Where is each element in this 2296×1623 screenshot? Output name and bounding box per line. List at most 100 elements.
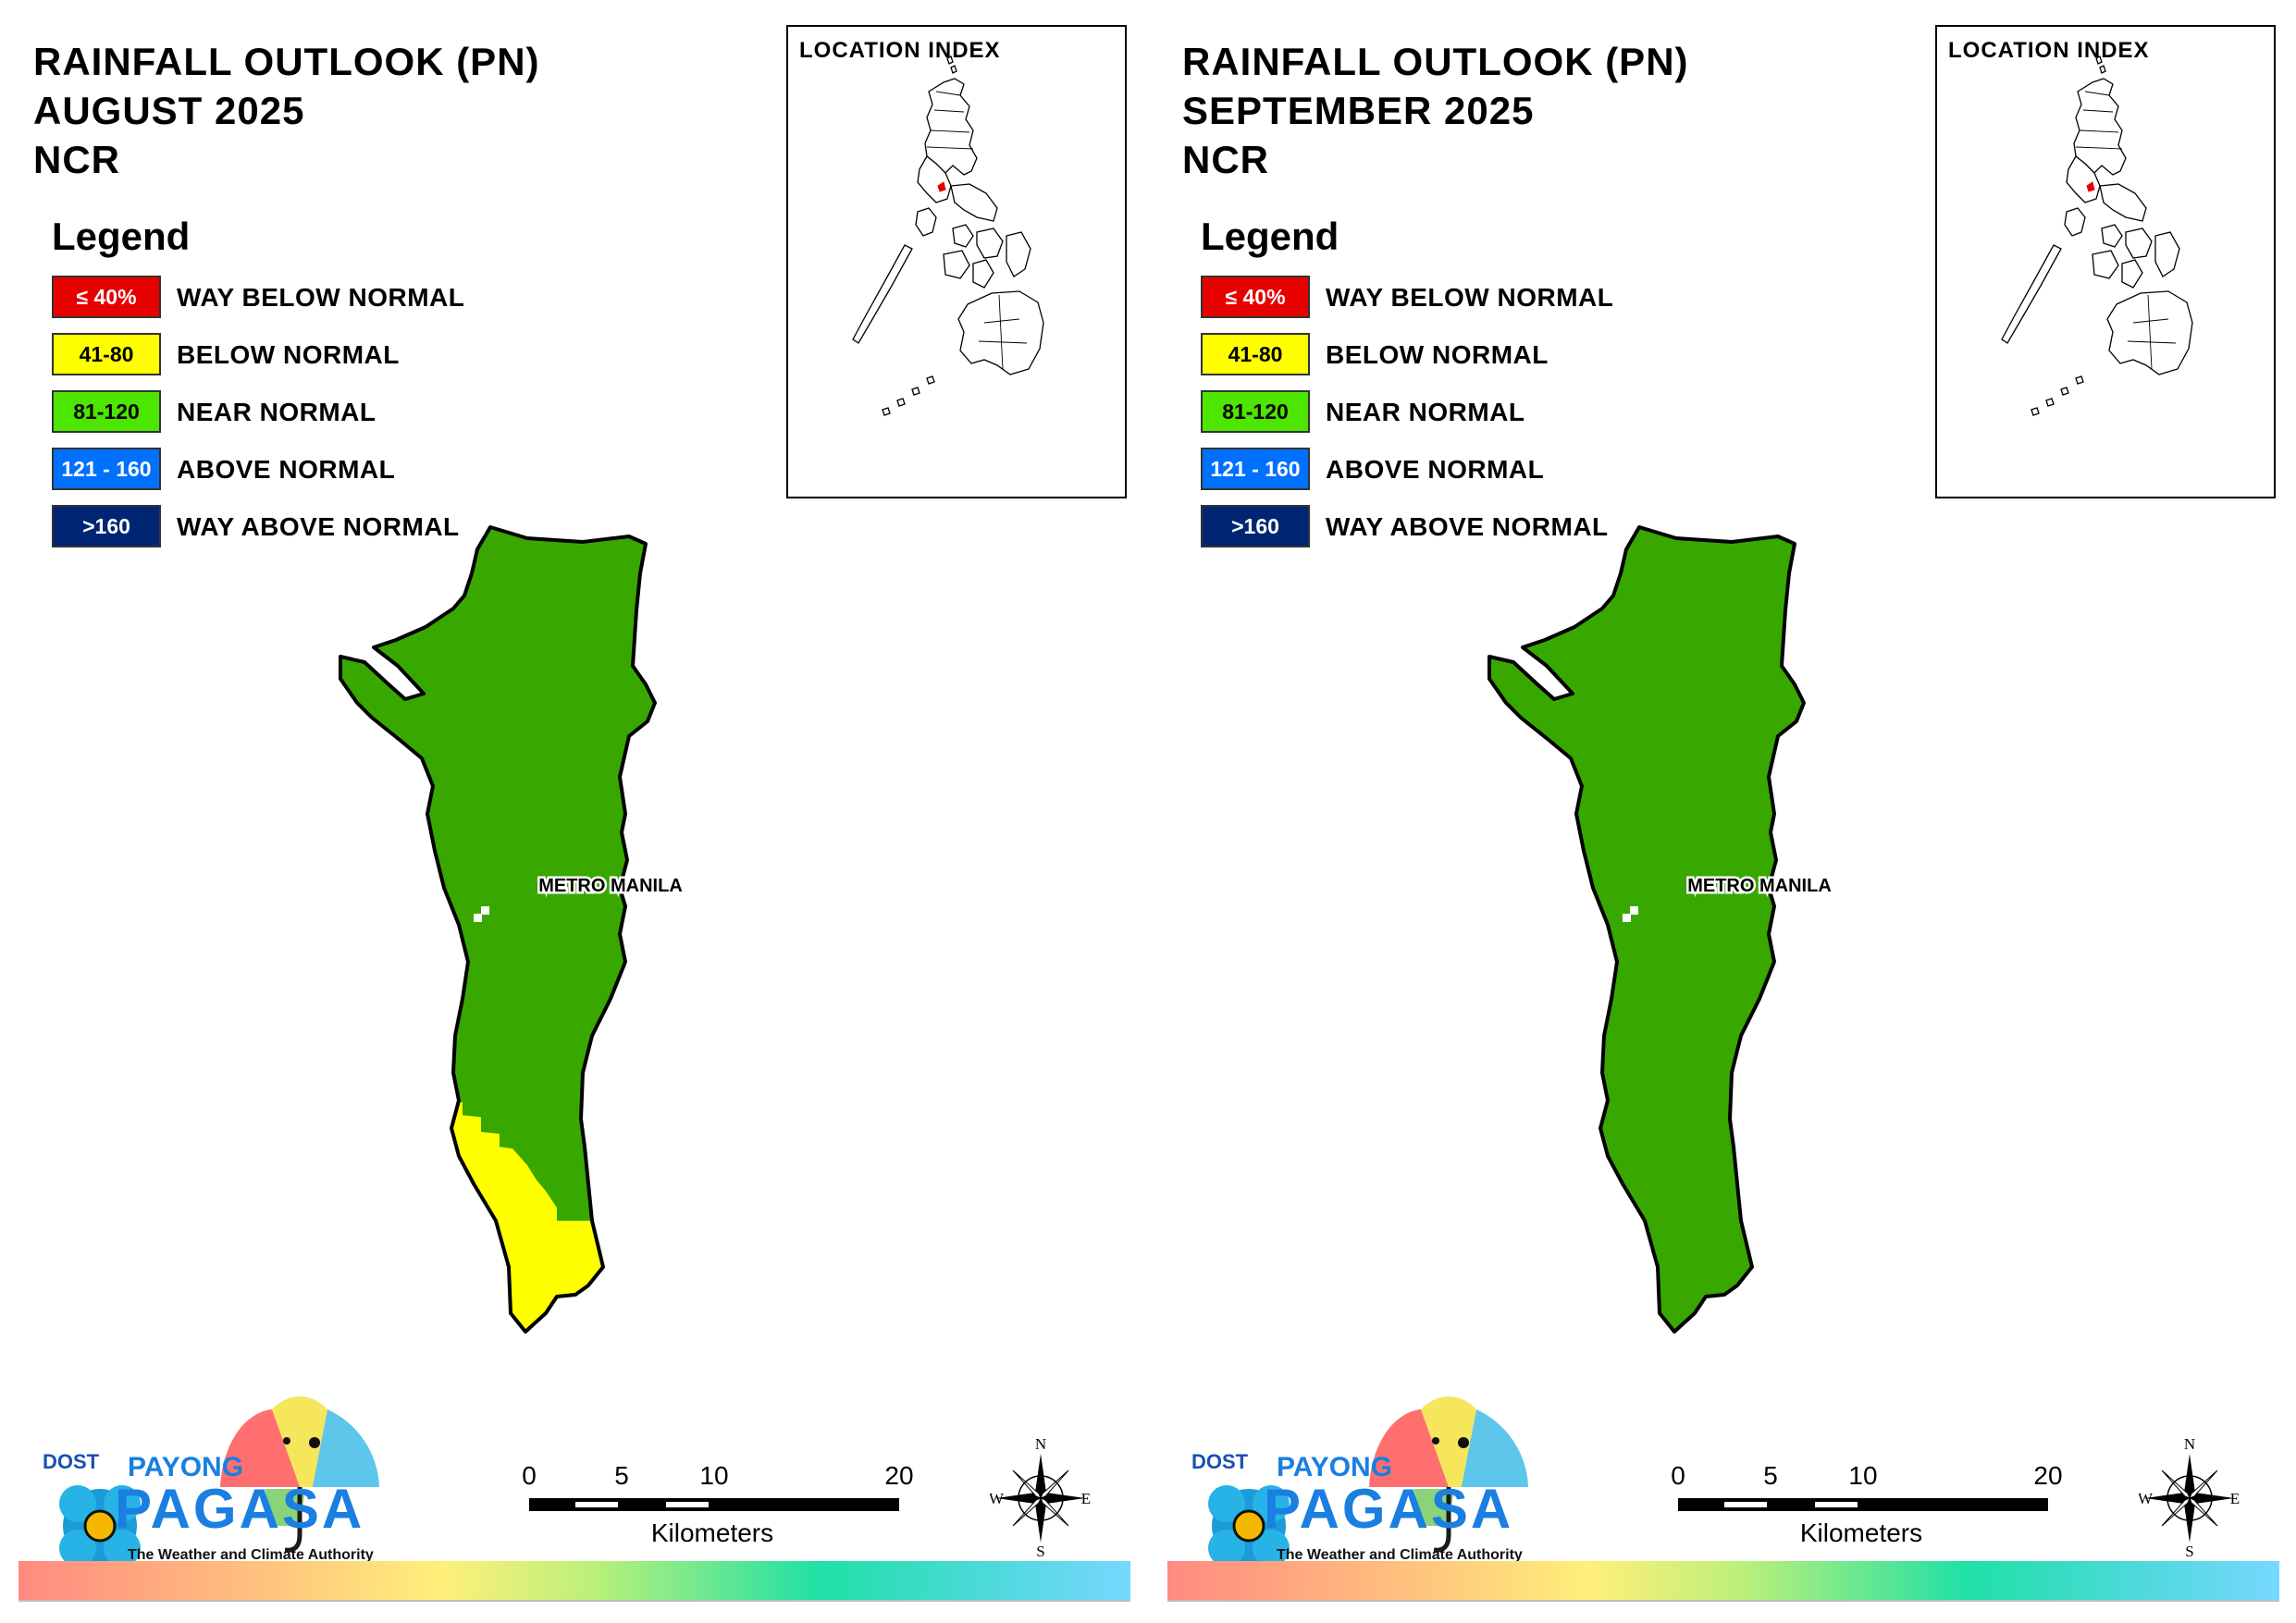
no-data-cell (1630, 906, 1638, 915)
no-data-cell (1623, 914, 1631, 922)
logo-payong-text: PAYONG (128, 1452, 243, 1482)
footer-gradient-bar (1167, 1561, 2279, 1600)
near-normal-zone (1489, 527, 1804, 1332)
scale-tick-label: 5 (614, 1461, 629, 1490)
ncr-location-marker (2086, 181, 2095, 192)
logo-tagline-text: The Weather and Climate Authority (1277, 1547, 1523, 1563)
legend-swatch: 121 - 160 (1201, 448, 1310, 490)
ncr-location-marker (937, 181, 946, 192)
compass-e: E (1081, 1490, 1091, 1507)
ncr-rainfall-map: METRO MANILA (1487, 525, 1833, 1334)
legend-item: 121 - 160 ABOVE NORMAL (52, 448, 477, 505)
map-panel-august: RAINFALL OUTLOOK (PN) AUGUST 2025 NCR Le… (0, 0, 1138, 1623)
legend-swatch: ≤ 40% (1201, 276, 1310, 318)
legend-swatch: 121 - 160 (52, 448, 161, 490)
scale-tick-label: 10 (699, 1461, 729, 1490)
payong-pagasa-logo: DOST PAYONG PAGASA The Weather and Clima… (1184, 1387, 1536, 1572)
legend-label: ABOVE NORMAL (1326, 455, 1545, 484)
legend-swatch: 41-80 (1201, 333, 1310, 375)
logo-tagline-text: The Weather and Climate Authority (128, 1547, 374, 1563)
no-data-cell (481, 906, 489, 915)
ncr-boundary (339, 525, 657, 1334)
legend: Legend ≤ 40% WAY BELOW NORMAL 41-80 BELOW N… (52, 215, 477, 562)
compass-w: W (990, 1490, 1005, 1507)
scale-bar: 0 5 10 20 Kilometers (518, 1461, 925, 1563)
legend-swatch: 81-120 (52, 390, 161, 433)
legend-label: WAY ABOVE NORMAL (1326, 512, 1609, 541)
scale-tick-label: 5 (1763, 1461, 1778, 1490)
scale-bar-graphic (529, 1498, 899, 1511)
legend-label: WAY BELOW NORMAL (177, 283, 465, 312)
legend-item: 41-80 BELOW NORMAL (1201, 333, 1626, 390)
legend-label: WAY ABOVE NORMAL (177, 512, 460, 541)
scale-tick-label: 0 (1671, 1461, 1685, 1490)
legend-item: ≤ 40% WAY BELOW NORMAL (1201, 276, 1626, 333)
scale-tick-label: 20 (884, 1461, 914, 1490)
no-data-cell (474, 914, 482, 922)
legend-item: >160 WAY ABOVE NORMAL (1201, 505, 1626, 562)
logo-dost-text: DOST (1191, 1450, 1249, 1473)
north-arrow-compass: N S E W (990, 1438, 1091, 1558)
title-line-region: NCR (33, 138, 120, 181)
region-label: METRO MANILA (538, 876, 683, 896)
logo-pagasa-text: PAGASA (1264, 1478, 1513, 1540)
legend: Legend ≤ 40% WAY BELOW NORMAL 41-80 BELOW N… (1201, 215, 1626, 562)
compass-e: E (2230, 1490, 2240, 1507)
legend-swatch: >160 (1201, 505, 1310, 547)
location-index-title: LOCATION INDEX (799, 38, 1001, 63)
scale-unit-label: Kilometers (650, 1518, 774, 1547)
payong-pagasa-logo: DOST PAYONG PAGASA The Weather and Clima… (35, 1387, 387, 1572)
map-panel-september: RAINFALL OUTLOOK (PN) SEPTEMBER 2025 NCR… (1149, 0, 2287, 1623)
legend-item: 41-80 BELOW NORMAL (52, 333, 477, 390)
scale-bar: 0 5 10 20 Kilometers (1667, 1461, 2074, 1563)
map-title: RAINFALL OUTLOOK (PN) AUGUST 2025 NCR (33, 37, 540, 184)
legend-label: WAY BELOW NORMAL (1326, 283, 1614, 312)
legend-item: 121 - 160 ABOVE NORMAL (1201, 448, 1626, 505)
legend-item: 81-120 NEAR NORMAL (1201, 390, 1626, 448)
scale-bar-graphic (1678, 1498, 2048, 1511)
scale-tick-label: 20 (2033, 1461, 2063, 1490)
logo-payong-text: PAYONG (1277, 1452, 1392, 1482)
region-label: METRO MANILA (1687, 876, 1832, 896)
footer-gradient-bar (19, 1561, 1130, 1600)
footer-baseline (19, 1600, 1130, 1602)
philippines-outline-map (852, 55, 1044, 416)
logo-pagasa-text: PAGASA (115, 1478, 364, 1540)
title-line-month: SEPTEMBER 2025 (1182, 89, 1535, 132)
logo-dost-text: DOST (43, 1450, 100, 1473)
ncr-rainfall-map: METRO MANILA (339, 525, 685, 1334)
scale-unit-label: Kilometers (1799, 1518, 1923, 1547)
compass-n: N (1035, 1438, 1046, 1453)
location-index-inset: LOCATION INDEX (786, 25, 1127, 498)
legend-item: 81-120 NEAR NORMAL (52, 390, 477, 448)
location-index-title: LOCATION INDEX (1948, 38, 2150, 63)
footer-baseline (1167, 1600, 2279, 1602)
title-line-region: NCR (1182, 138, 1269, 181)
legend-swatch: 81-120 (1201, 390, 1310, 433)
location-index-inset: LOCATION INDEX (1935, 25, 2276, 498)
north-arrow-compass: N S E W (2139, 1438, 2240, 1558)
title-line-product: RAINFALL OUTLOOK (PN) (1182, 40, 1689, 83)
legend-label: NEAR NORMAL (177, 398, 376, 426)
legend-title: Legend (52, 215, 191, 258)
near-normal-zone (340, 527, 655, 1332)
legend-label: ABOVE NORMAL (177, 455, 396, 484)
scale-tick-label: 10 (1848, 1461, 1878, 1490)
ncr-boundary (1487, 525, 1806, 1334)
legend-swatch: 41-80 (52, 333, 161, 375)
legend-item: ≤ 40% WAY BELOW NORMAL (52, 276, 477, 333)
legend-title: Legend (1201, 215, 1339, 258)
legend-label: NEAR NORMAL (1326, 398, 1525, 426)
legend-swatch: ≤ 40% (52, 276, 161, 318)
scale-tick-label: 0 (522, 1461, 537, 1490)
legend-label: BELOW NORMAL (1326, 340, 1549, 369)
compass-n: N (2184, 1438, 2195, 1453)
compass-w: W (2139, 1490, 2154, 1507)
legend-label: BELOW NORMAL (177, 340, 400, 369)
map-title: RAINFALL OUTLOOK (PN) SEPTEMBER 2025 NCR (1182, 37, 1689, 184)
legend-item: >160 WAY ABOVE NORMAL (52, 505, 477, 562)
title-line-product: RAINFALL OUTLOOK (PN) (33, 40, 540, 83)
philippines-outline-map (2001, 55, 2193, 416)
title-line-month: AUGUST 2025 (33, 89, 305, 132)
compass-s: S (1036, 1543, 1044, 1558)
